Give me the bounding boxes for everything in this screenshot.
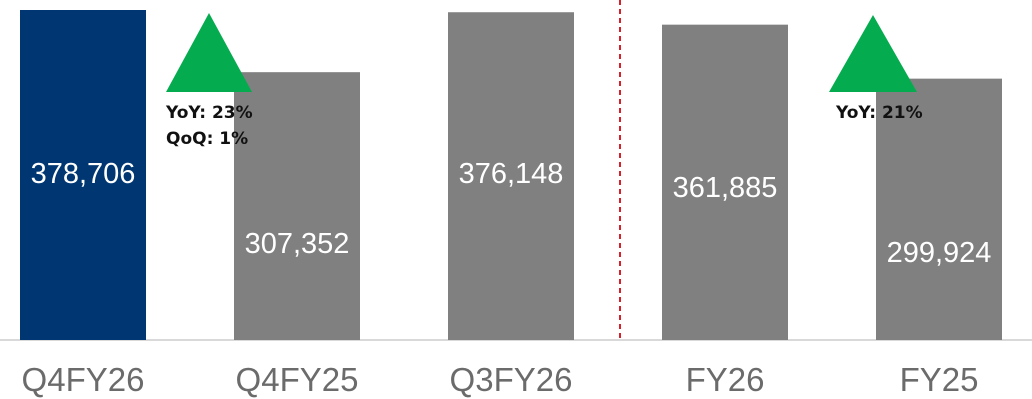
annotations-group: YoY: 23% QoQ: 1% YoY: 21% [165,13,923,149]
bars-group [20,10,1002,341]
bar-q4fy26 [20,10,146,340]
value-label: 376,148 [459,158,564,190]
category-label: FY25 [900,361,979,398]
bar-q3fy26 [448,12,574,341]
up-triangle-icon [829,15,917,92]
category-label: Q3FY26 [450,361,573,398]
category-label: FY26 [686,361,765,398]
category-labels-group: Q4FY26 Q4FY25 Q3FY26 FY26 FY25 [22,361,979,398]
value-label: 378,706 [31,158,136,190]
category-label: Q4FY25 [236,361,359,398]
annotation-text: YoY: 23% [165,103,253,123]
annotation-text: YoY: 21% [835,103,923,123]
bar-fy25 [876,78,1002,340]
up-triangle-icon [166,13,252,92]
annotation-text: QoQ: 1% [166,129,248,149]
bar-fy26 [662,24,788,340]
value-label: 361,885 [673,172,778,204]
value-label: 299,924 [887,237,992,269]
bar-q4fy25 [234,72,360,340]
category-label: Q4FY26 [22,361,145,398]
value-label: 307,352 [245,228,350,260]
value-labels-group: 378,706 307,352 376,148 361,885 299,924 [31,158,992,269]
